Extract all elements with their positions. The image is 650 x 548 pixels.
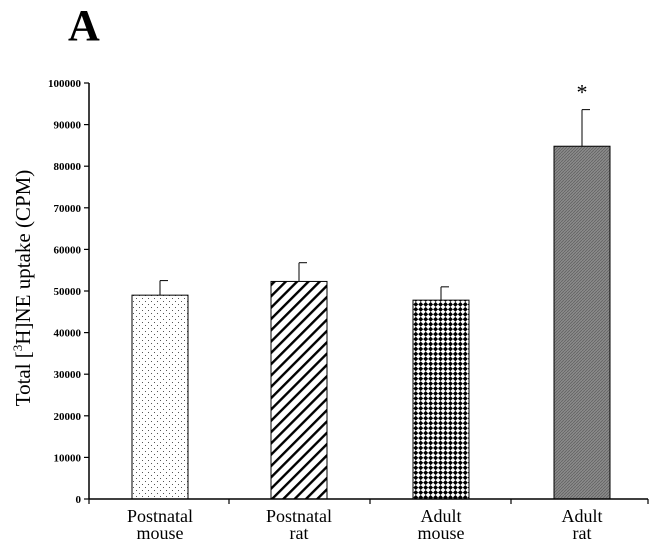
y-tick-label: 70000 bbox=[54, 203, 82, 215]
bars: * bbox=[131, 80, 611, 500]
y-tick-label: 20000 bbox=[54, 411, 82, 423]
y-tick-label: 30000 bbox=[54, 369, 82, 381]
panel-label: A bbox=[68, 1, 100, 50]
y-tick-label: 80000 bbox=[54, 161, 82, 173]
y-axis-title-part-1: Total [ bbox=[11, 351, 35, 406]
y-tick-label: 60000 bbox=[54, 244, 82, 256]
y-axis-ticks: 0 10000 20000 30000 40000 50000 60000 70000 8000… bbox=[48, 78, 649, 506]
y-tick-label: 100000 bbox=[48, 78, 82, 90]
bar-3 bbox=[553, 145, 611, 500]
x-category-label: Postnatal rat bbox=[266, 506, 332, 543]
x-category-label: Adult mouse bbox=[418, 506, 465, 543]
x-category-label: Adult rat bbox=[561, 506, 602, 543]
x-category-label: Postnatal mouse bbox=[127, 506, 193, 543]
bar-2 bbox=[412, 299, 470, 500]
y-tick-label: 0 bbox=[76, 494, 82, 506]
bar-1 bbox=[270, 280, 328, 500]
y-axis-title: Total [3H]NE uptake (CPM) bbox=[10, 170, 35, 407]
x-axis-labels: Postnatal mouse Postnatal rat Adult mouse Adul… bbox=[127, 506, 603, 543]
y-tick-label: 10000 bbox=[54, 452, 82, 464]
y-axis-title-part-2: H]NE uptake (CPM) bbox=[11, 170, 35, 345]
significance-marker: * bbox=[577, 80, 588, 105]
y-tick-label: 40000 bbox=[54, 328, 82, 340]
y-axis-title-superscript: 3 bbox=[10, 345, 25, 352]
y-tick-label: 50000 bbox=[54, 286, 82, 298]
y-tick-label: 90000 bbox=[54, 120, 82, 132]
bar-0 bbox=[131, 294, 189, 500]
